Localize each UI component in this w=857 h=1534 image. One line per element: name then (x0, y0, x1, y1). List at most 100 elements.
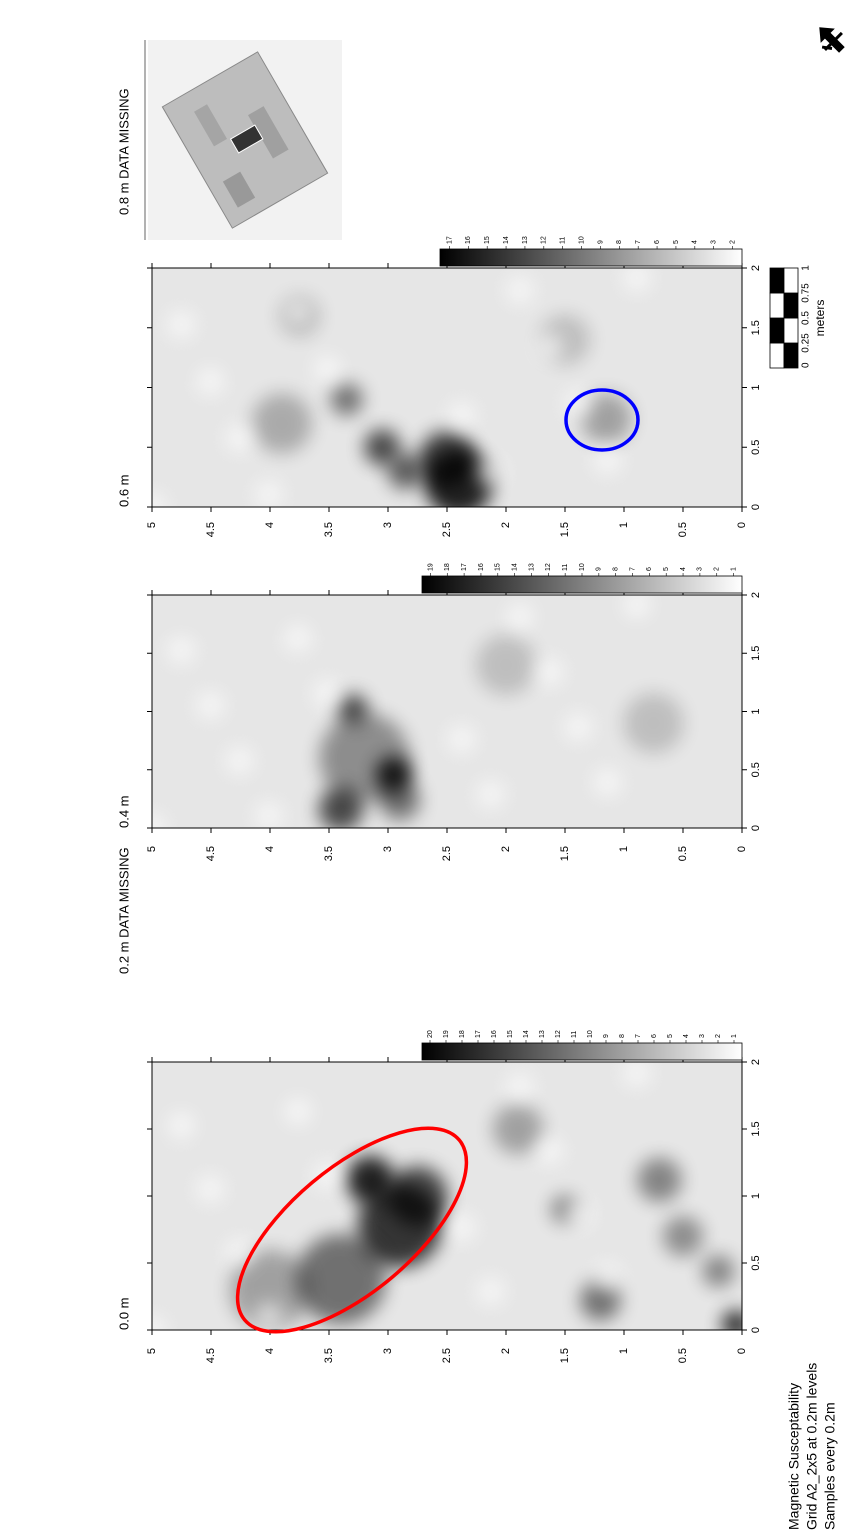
x-tick-label: 2 (750, 1059, 762, 1065)
colorbar-label: 17 (475, 1030, 482, 1038)
colorbar-label: 8 (613, 567, 620, 571)
scale-unit: meters (813, 300, 827, 337)
colorbar-label: 12 (541, 236, 548, 244)
colorbar-label: 4 (692, 240, 699, 244)
x-tick-label: 0 (750, 1327, 762, 1333)
light-spot (447, 401, 476, 430)
y-tick-label: 2 (500, 846, 512, 852)
light-spot (225, 1238, 254, 1267)
map-panel (152, 1062, 742, 1330)
heat-blob (379, 780, 420, 821)
heat-blob (722, 1310, 742, 1330)
north-arrow (819, 27, 845, 53)
site-thumbnail (144, 40, 342, 240)
heat-blob (330, 383, 363, 416)
x-tick-label: 1.5 (750, 1121, 762, 1136)
colorbar-label: 7 (629, 567, 636, 571)
colorbar-label: 14 (511, 563, 518, 571)
y-tick-label: 1.5 (559, 846, 571, 861)
light-spot (447, 725, 476, 754)
light-spot (225, 746, 254, 775)
y-tick-label: 1 (618, 1348, 630, 1354)
light-spot (284, 1097, 313, 1126)
x-tick-label: 1.5 (750, 320, 762, 335)
y-tick-label: 0 (736, 1348, 748, 1354)
colorbar-label: 14 (523, 1030, 530, 1038)
light-spot (535, 1136, 564, 1165)
maps: 0.0 m 00.511.5200.511.522.533.544.5512345… (116, 88, 837, 1530)
light-spot (622, 268, 651, 292)
colorbar-label: 17 (446, 236, 453, 244)
light-spot (564, 389, 593, 418)
light-spot (622, 595, 651, 619)
y-tick-label: 1.5 (559, 1348, 571, 1363)
y-tick-label: 3 (382, 1348, 394, 1354)
colorbar-label: 11 (562, 564, 569, 571)
heat-blob (295, 1234, 386, 1325)
light-spot (593, 446, 622, 475)
light-spot (196, 367, 225, 396)
colorbar-label: 5 (667, 1034, 674, 1038)
light-spot (476, 458, 505, 487)
colorbar-label: 8 (619, 1034, 626, 1038)
colorbar-label: 13 (528, 563, 535, 571)
scale-cell (783, 267, 799, 294)
y-tick-label: 4.5 (205, 522, 217, 537)
colorbar-label: 9 (603, 1034, 610, 1038)
colorbar-label: 19 (427, 563, 434, 571)
x-tick-label: 0.5 (750, 440, 762, 455)
y-tick-label: 2.5 (441, 846, 453, 861)
colorbar-label: 2 (729, 240, 736, 244)
scale-cell (783, 317, 799, 344)
scale-cell (769, 317, 785, 344)
colorbar-label: 10 (579, 563, 586, 571)
colorbar (439, 248, 743, 267)
colorbar-label: 2 (714, 567, 721, 571)
x-tick-label: 2 (750, 265, 762, 271)
scale-cell (769, 342, 785, 369)
light-spot (254, 480, 283, 507)
colorbar-label: 18 (459, 1030, 466, 1038)
x-tick-label: 1 (750, 384, 762, 390)
y-tick-label: 4.5 (205, 1348, 217, 1363)
light-spot (506, 1072, 535, 1101)
colorbar-label: 3 (711, 240, 718, 244)
colorbar-label: 15 (484, 236, 491, 244)
x-tick-label: 0 (750, 504, 762, 510)
y-tick-label: 4 (264, 1348, 276, 1354)
y-tick-label: 1 (618, 846, 630, 852)
heat-blob (623, 693, 684, 754)
x-tick-label: 1.5 (750, 646, 762, 661)
colorbar-label: 7 (635, 240, 642, 244)
heat-blob (364, 429, 401, 466)
light-spot (152, 1316, 166, 1330)
x-tick-label: 1 (750, 1193, 762, 1199)
colorbar (421, 575, 743, 594)
light-spot (593, 768, 622, 797)
y-tick-label: 2 (500, 522, 512, 528)
heat-blob (663, 1216, 703, 1257)
scale-cell (783, 342, 799, 369)
y-tick-label: 0.5 (677, 522, 689, 537)
light-spot (535, 332, 564, 361)
colorbar-label: 12 (545, 563, 552, 571)
light-spot (476, 780, 505, 809)
y-tick-label: 5 (146, 522, 158, 528)
colorbar-label: 9 (596, 567, 603, 571)
light-spot (593, 1263, 622, 1292)
colorbar-label: 16 (465, 236, 472, 244)
colorbar-label: 10 (587, 1030, 594, 1038)
scale-label: 0.25 (801, 333, 812, 353)
heat-blob (346, 1155, 395, 1204)
map-panel (152, 268, 742, 507)
light-spot (167, 636, 196, 665)
colorbar-label: 6 (654, 240, 661, 244)
heat-blob (476, 634, 536, 695)
heat-blob (637, 1157, 682, 1202)
y-tick-label: 4 (264, 846, 276, 852)
y-tick-label: 3 (382, 846, 394, 852)
colorbar-label: 2 (715, 1034, 722, 1038)
map-label: 0.6 m (116, 474, 131, 507)
